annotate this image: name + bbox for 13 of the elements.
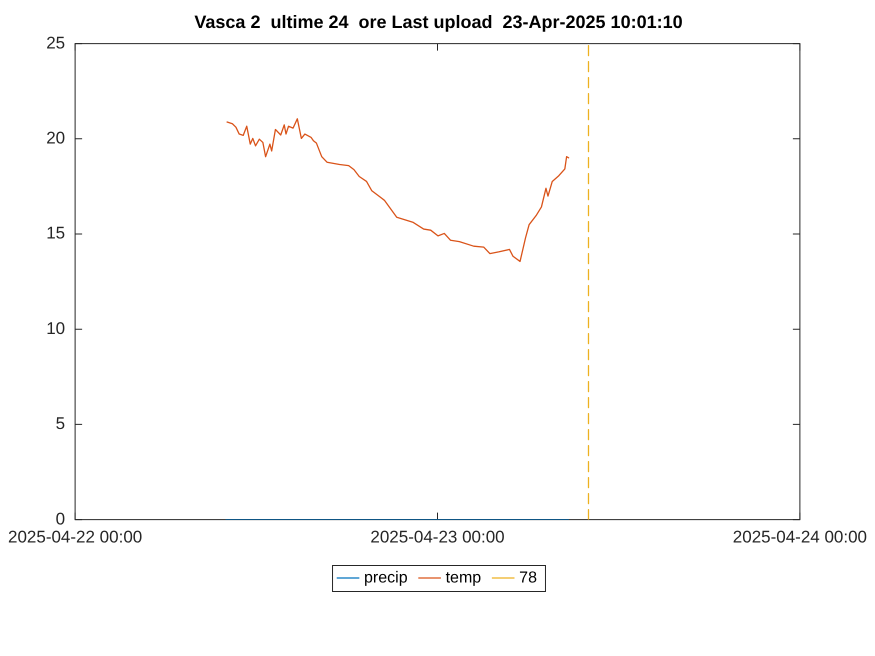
y-tick-label: 10	[46, 318, 66, 338]
y-tick-label: 5	[56, 414, 66, 434]
legend-label: precip	[364, 569, 408, 586]
x-tick-label: 2025-04-24 00:00	[732, 527, 868, 546]
legend-label: temp	[446, 569, 482, 586]
chart-title: Vasca 2 ultime 24 ore Last upload 23-Apr-2025 10:01:10	[194, 12, 683, 32]
y-tick-label: 20	[46, 128, 66, 148]
x-tick-label: 2025-04-22 00:00	[8, 527, 142, 546]
legend-label: 78	[519, 569, 538, 586]
x-tick-label: 2025-04-23 00:00	[370, 527, 505, 546]
y-tick-label: 15	[46, 224, 66, 243]
y-tick-label: 0	[56, 509, 66, 528]
y-tick-label: 25	[46, 33, 66, 52]
